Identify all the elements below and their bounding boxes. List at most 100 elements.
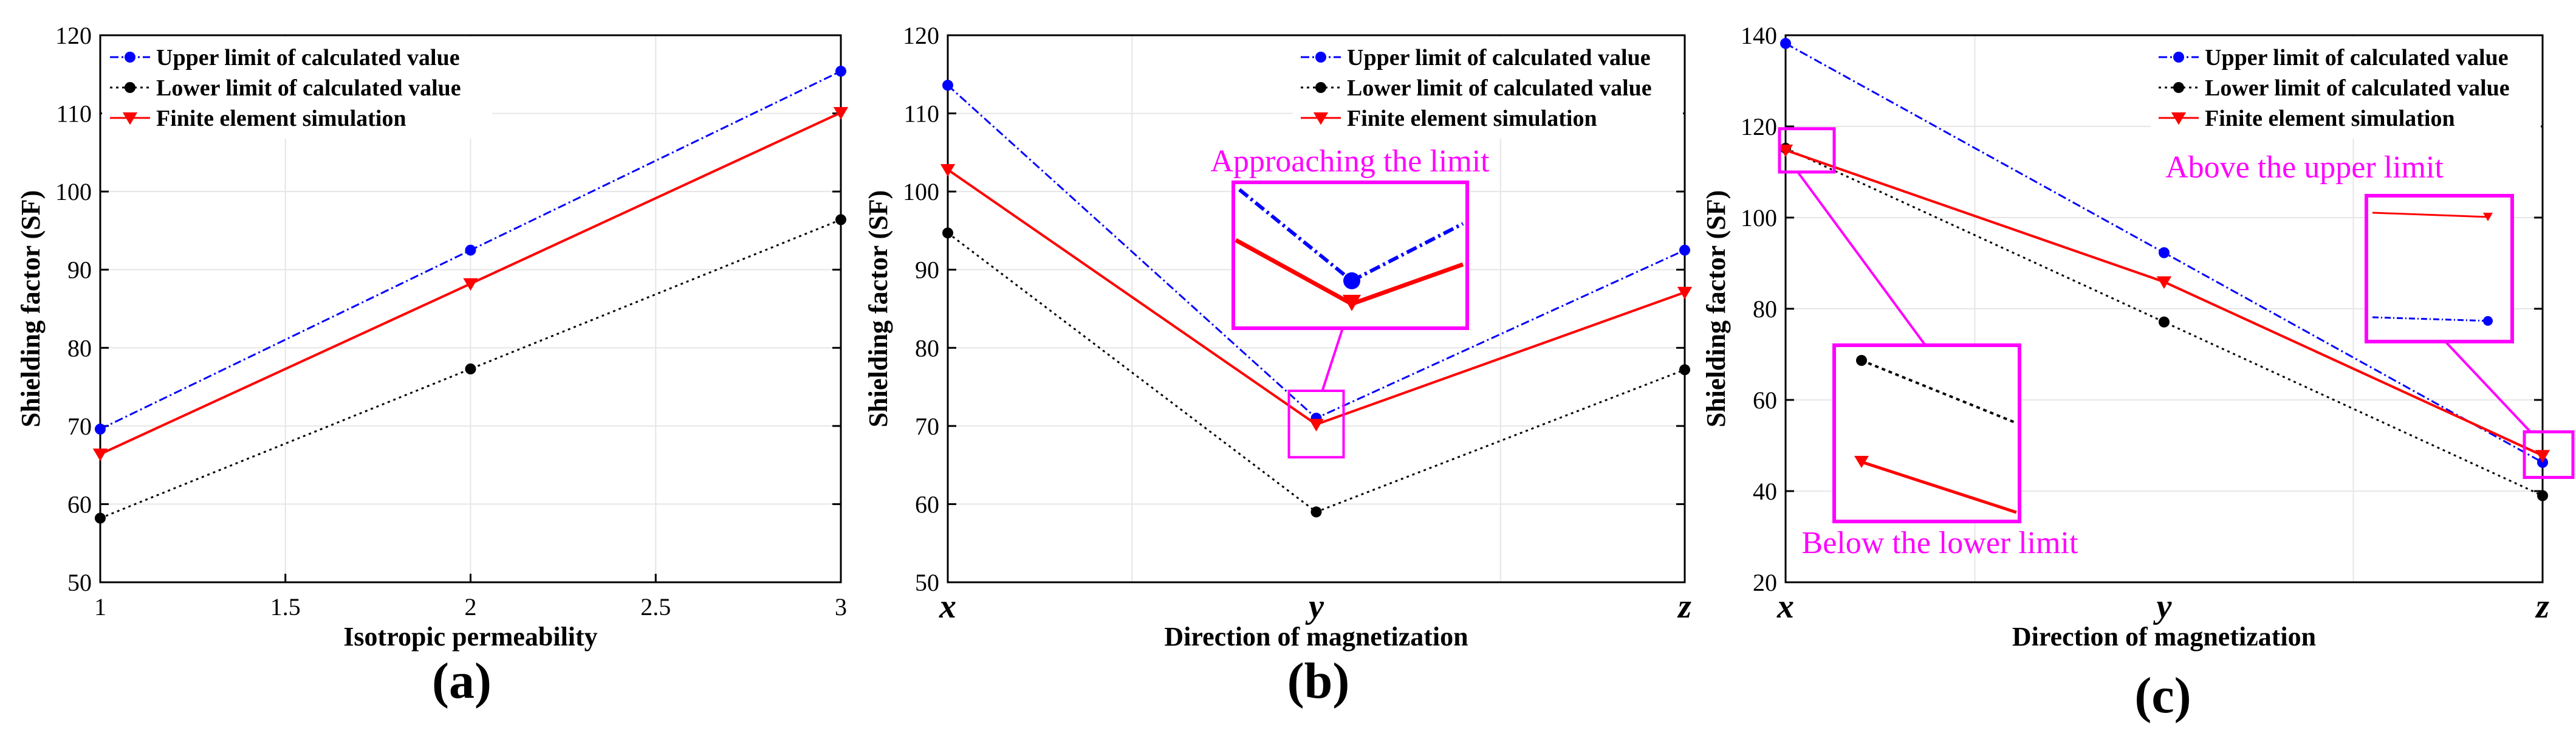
x-tick-label: 3 [835,593,847,621]
x-tick-label: z [1677,588,1691,625]
legend-label: Upper limit of calculated value [2205,45,2509,71]
legend-marker-upper [1315,52,1326,63]
legend: Upper limit of calculated value Lower lim… [102,37,492,139]
annotation-approaching: Approaching the limit [1210,144,1490,459]
legend-box [1293,37,1683,139]
y-tick-label: 90 [915,256,939,284]
x-tick-label: x [1776,588,1794,625]
legend-box [2151,37,2541,139]
x-tick-label: 1 [94,593,106,621]
inset-upper-point-z [2483,316,2493,326]
inset-fem-point-z [2483,213,2493,221]
inset-fem-point [1343,295,1361,311]
data-point-fem [1309,419,1324,432]
panel-1: 50 60 70 80 90 100 110 120 1 1.5 2 2.5 3 Isotropic pe… [16,22,849,709]
y-tick-label: 80 [915,334,939,362]
inset-upper-point [1343,272,1360,289]
y-axis-label: Shielding factor (SF) [1701,190,1731,427]
y-axis-label: Shielding factor (SF) [863,190,893,427]
data-point-lower [2537,490,2548,501]
x-tick-label: y [2153,588,2173,625]
data-point-lower [942,227,953,239]
data-point-upper [1679,244,1690,256]
legend-label: Upper limit of calculated value [156,45,460,71]
legend-marker-lower [1315,82,1326,93]
x-tick-label: 2.5 [640,593,671,621]
inset-upper-line-z [2372,316,2489,322]
callout-arrow [1321,328,1344,391]
zoom-region-z [2523,430,2575,479]
y-tick-label: 110 [903,100,939,128]
inset-fem-point-x [1854,456,1869,468]
legend-marker-fem [2171,112,2187,125]
x-axis-label: Direction of magnetization [1164,622,1468,652]
legend-label: Lower limit of calculated value [1347,75,1652,101]
plot-frame [947,34,1686,583]
y-tick-label: 90 [67,256,92,284]
data-point-upper [95,424,106,435]
data-point-upper [835,66,846,77]
data-point-lower [2159,316,2170,328]
callout-arrow-x [1797,171,1927,346]
y-axis-label: Shielding factor (SF) [16,190,46,427]
data-point-fem [2156,276,2172,289]
legend-label: Lower limit of calculated value [156,75,461,101]
legend-label: Finite element simulation [156,106,406,131]
y-tick-label: 100 [55,178,92,205]
y-tick-label: 100 [903,178,939,205]
annotation-label: Below the lower limit [1802,526,2078,560]
y-tick-label: 80 [1753,295,1777,323]
x-tick-label: x [939,588,956,625]
x-axis-label: Direction of magnetization [2012,622,2316,652]
x-tick-label: z [2535,588,2549,625]
legend-label: Upper limit of calculated value [1347,45,1651,71]
legend-label: Finite element simulation [2205,106,2455,131]
legend-marker-fem [122,112,138,125]
x-axis-label: Isotropic permeability [343,622,597,652]
inset-lower-point [1856,355,1867,366]
legend-marker-fem [1313,112,1329,125]
y-tick-label: 80 [67,334,92,362]
y-tick-label: 60 [1753,387,1777,414]
y-tick-label: 60 [67,490,92,518]
y-tick-label: 140 [1741,22,1777,49]
data-point-fem [463,278,478,291]
series-line-lower [1785,147,2543,497]
annotation-limits: Below the lower limit Above the upper lim… [1778,127,2575,560]
x-tick-label: 1.5 [270,593,301,621]
annotation-label: Above the upper limit [2165,150,2444,185]
data-point-lower [465,363,476,374]
annotation-label: Approaching the limit [1210,144,1490,179]
y-tick-label: 120 [903,22,939,49]
y-tick-label: 60 [915,490,939,518]
y-tick-label: 110 [56,100,92,128]
y-tick-label: 100 [1741,204,1777,232]
y-tick-label: 120 [55,22,92,49]
data-point-fem [940,164,956,177]
data-point-fem [833,107,849,120]
data-point-lower [1679,364,1690,376]
data-point-upper [2159,247,2170,258]
legend-label: Finite element simulation [1347,106,1597,131]
zoom-inset-x [1832,343,2021,523]
data-point-upper [1780,38,1791,49]
y-tick-label: 20 [1753,569,1777,596]
data-point-lower [1310,506,1322,518]
legend-marker-upper [2173,52,2184,63]
y-tick-label: 70 [915,413,939,440]
inset-lower-line [1861,359,2017,424]
legend-label: Lower limit of calculated value [2205,75,2510,101]
panel-label: (b) [1287,653,1350,709]
data-point-fem [1677,286,1693,300]
legend-box [102,37,492,139]
callout-arrow-z [2444,340,2532,433]
zoom-region-x [1778,127,1836,174]
zoom-region [1287,390,1345,459]
panel-3: 20 40 60 80 100 120 140 x y z Direction of magneti… [1701,22,2550,724]
data-point-lower [95,512,106,524]
y-tick-label: 40 [1753,478,1777,505]
legend-marker-lower [2173,82,2184,93]
x-tick-label: y [1305,588,1324,625]
inset-fem-line-z [2372,212,2489,218]
